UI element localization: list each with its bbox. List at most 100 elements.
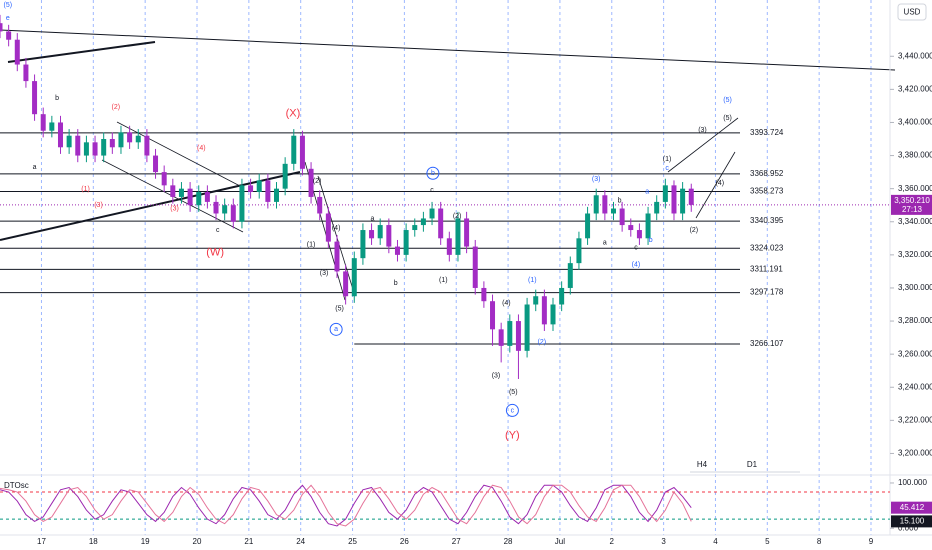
trend-line (7, 41, 156, 63)
trend-line (0, 171, 301, 241)
x-tick-label: Jul (555, 537, 565, 546)
candle-body (541, 296, 547, 325)
annotation: (5) (723, 115, 732, 122)
timeframe-label: D1 (747, 460, 758, 469)
oscillator-title: DTOsc (4, 481, 29, 490)
candle-body (550, 304, 556, 325)
annotation: (3) (492, 372, 501, 379)
candle-body (438, 208, 444, 239)
y-tick-label: 3,260.000 (898, 349, 932, 358)
candle-body (109, 139, 115, 148)
candle-body (394, 246, 400, 255)
last-price-badge (891, 194, 932, 215)
x-tick-label: 26 (400, 537, 409, 546)
countdown: 27:13 (902, 205, 923, 214)
annotation: c (511, 407, 515, 414)
annotation-circle (505, 403, 519, 417)
annotation: b (649, 237, 653, 244)
candle-body (32, 81, 38, 115)
candle-body (490, 301, 496, 330)
annotation: (1) (528, 277, 537, 284)
annotation: e (6, 15, 10, 22)
candle-body (334, 241, 340, 272)
levels: 3393.724 3368.952 3358.273 3340.395 3324.023… (0, 128, 890, 348)
candle-body (602, 195, 608, 214)
y-tick-label: 3,240.000 (898, 382, 932, 391)
x-tick-label: 2 (610, 537, 615, 546)
annotation: (5) (335, 305, 344, 312)
y-tick-label: 0.000 (898, 523, 919, 532)
annotation: (2) (690, 227, 699, 234)
y-tick-label: 3,380.000 (898, 151, 932, 160)
candle-body (161, 172, 167, 186)
candle-body (196, 191, 202, 206)
annotation: c (430, 187, 434, 194)
candle-body (204, 191, 210, 202)
annotation: a (645, 188, 649, 195)
osc-badge (891, 501, 932, 514)
candle-body (576, 238, 582, 264)
candle-body (515, 321, 521, 351)
annotation: b (55, 95, 59, 102)
annotation: (3) (170, 205, 179, 212)
annotation: (2) (112, 104, 121, 111)
annotation: a (370, 215, 374, 222)
level-label: 3266.107 (750, 339, 784, 348)
annotation: (3) (592, 176, 601, 183)
candle-body (343, 271, 349, 297)
candle-body (680, 188, 686, 214)
x-tick-label: 18 (89, 537, 98, 546)
candle-body (291, 135, 297, 164)
level-label: 3368.952 (750, 169, 784, 178)
candle-body (317, 196, 323, 214)
candle-body (265, 180, 271, 202)
x-tick-label: 4 (713, 537, 718, 546)
annotation: (5) (509, 389, 518, 396)
candle-body (593, 195, 599, 214)
candle-body (481, 287, 487, 302)
x-tick-label: 28 (504, 537, 513, 546)
candle-body (325, 213, 331, 242)
annotation: a (603, 239, 607, 246)
candle-body (559, 287, 565, 305)
candle-body (23, 64, 29, 82)
y-tick-label: 3,400.000 (898, 118, 932, 127)
annotation: (5) (3, 2, 12, 9)
x-tick-label: 25 (348, 537, 357, 546)
candles (0, 14, 694, 379)
candle-body (610, 208, 616, 214)
candle-body (170, 185, 176, 197)
candle-body (248, 185, 254, 192)
candle-body (178, 188, 184, 197)
candle-body (472, 246, 478, 288)
y-tick-label: 3,280.000 (898, 316, 932, 325)
y-tick-label: 3,200.000 (898, 449, 932, 458)
candle-body (92, 142, 98, 156)
annotation: (1) (663, 156, 672, 163)
y-tick-label: 3,440.000 (898, 51, 932, 60)
currency-box[interactable] (897, 3, 927, 21)
candle-body (75, 135, 81, 156)
annotation: (4) (632, 261, 641, 268)
candle-body (14, 39, 20, 65)
last-price-label: 3,350.210 (894, 196, 930, 205)
candle-body (308, 168, 314, 197)
level-label: 3324.023 (750, 243, 784, 252)
candle-body (688, 188, 694, 205)
annotation-circle (426, 166, 440, 180)
candle-body (533, 296, 539, 305)
candle-body (57, 122, 63, 148)
osc-value-label: 15.100 (900, 516, 925, 525)
annotation: (3) (698, 127, 707, 134)
osc-line (0, 484, 692, 527)
candle-body (420, 218, 426, 226)
candle-body (6, 31, 12, 40)
candle-body (83, 142, 89, 156)
y-tick-label: 3,300.000 (898, 283, 932, 292)
candle-body (127, 132, 133, 143)
candle-body (412, 225, 418, 231)
candle-body (239, 185, 245, 222)
x-tick-label: 3 (661, 537, 666, 546)
annotation: (2) (313, 178, 322, 185)
